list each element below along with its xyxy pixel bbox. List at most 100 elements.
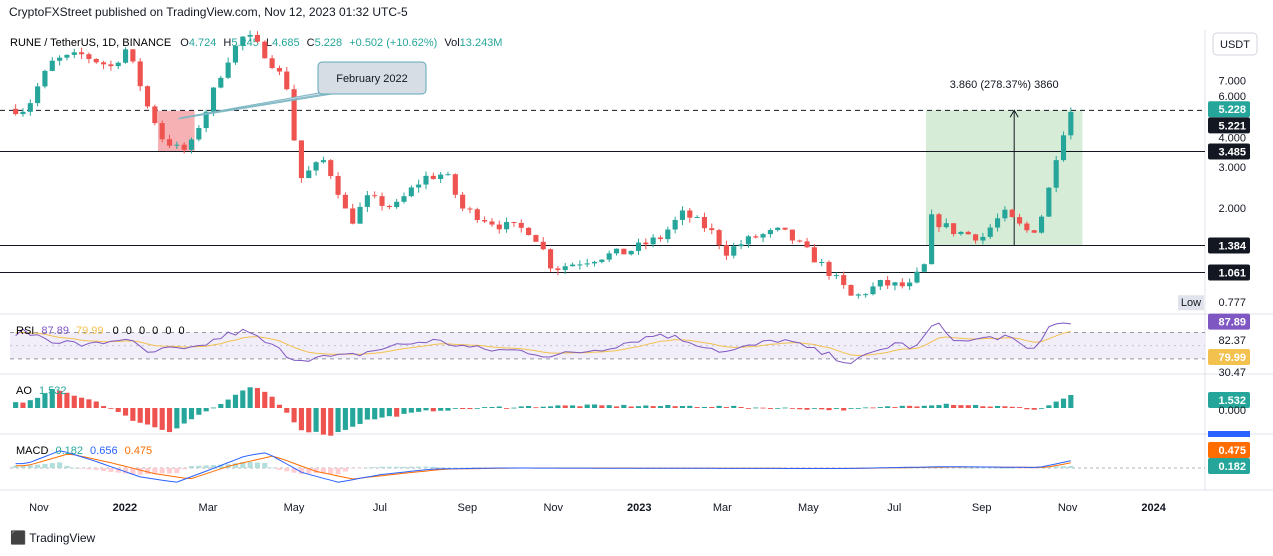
candle-body (298, 140, 304, 179)
time-tick-label: Mar (713, 502, 732, 514)
candle-body (613, 248, 620, 254)
ao-bar (364, 408, 370, 420)
price-candle (445, 171, 451, 176)
time-tick-label: Jul (373, 502, 387, 514)
ao-bar (115, 408, 121, 412)
price-candle (980, 232, 986, 245)
price-candle (628, 250, 634, 256)
macd-hist-bar (1016, 468, 1023, 469)
macd-hist-bar (188, 465, 195, 468)
ao-bar (665, 404, 671, 408)
ao-bar (760, 407, 766, 409)
macd-hist-bar (218, 464, 224, 468)
tradingview-logo-icon: ⬛ (10, 530, 26, 545)
macd-hist-bar (49, 463, 55, 468)
price-candle (921, 263, 927, 273)
macd-hist-bar (313, 468, 319, 473)
candle-body (1060, 135, 1067, 161)
price-candle (731, 242, 737, 259)
macd-hist-bar (247, 461, 253, 468)
macd-hist-bar (232, 463, 239, 468)
price-candle (1016, 213, 1023, 226)
candle-body (416, 184, 422, 188)
price-candle (870, 282, 876, 296)
price-candle (885, 276, 891, 289)
measure-zone[interactable] (925, 110, 1083, 246)
macd-hist-bar (965, 467, 971, 469)
macd-hist-bar (357, 468, 363, 469)
ao-bar (701, 406, 708, 408)
macd-hist-bar (64, 465, 70, 468)
macd-hist-bar (71, 467, 77, 469)
rsi-pane[interactable]: 87.89 79.99 82.37 30.47 (10, 313, 1250, 379)
candle-body (1046, 187, 1052, 217)
time-tick-label: Sep (458, 502, 478, 514)
ao-bar (474, 408, 480, 409)
price-candle (584, 258, 590, 268)
macd-hist-bar (1031, 468, 1037, 469)
ao-bar (416, 408, 422, 412)
price-candle (27, 99, 33, 116)
ao-bar (247, 387, 253, 408)
candle-body (811, 247, 817, 263)
macd-hist-bar (122, 468, 129, 474)
candle-body (643, 242, 649, 245)
ao-bar (320, 408, 326, 435)
ao-bar (797, 408, 803, 410)
level-tag-text: 3.485 (1218, 147, 1246, 159)
price-candle (965, 230, 971, 235)
candle-body (709, 228, 715, 231)
candle-body (372, 195, 378, 197)
ao-bar (973, 404, 979, 408)
rsi-axis-label: 82.37 (1218, 335, 1246, 347)
candle-body (533, 235, 539, 242)
ao-bar (526, 406, 532, 408)
time-tick-label: 2022 (113, 502, 137, 514)
currency-button[interactable]: USDT (1212, 32, 1258, 56)
price-candle (562, 262, 568, 275)
candle-body (27, 103, 33, 112)
ao-bar (298, 408, 304, 431)
candle-body (929, 214, 935, 265)
ao-bar (591, 404, 598, 408)
candle-body (657, 237, 664, 240)
candle-body (760, 234, 766, 238)
price-candle (357, 202, 363, 224)
price-pane[interactable]: 3.860 (278.37%) 3860 February 2022 (0, 30, 1273, 491)
price-candle (899, 278, 905, 289)
level-tag-bg (1208, 264, 1250, 281)
macd-signal-tag-text: 0.475 (1218, 445, 1246, 457)
candle-body (1053, 160, 1059, 188)
price-candle (335, 172, 341, 199)
level-tag-bg (1208, 237, 1250, 254)
candle-body (1009, 209, 1015, 218)
candle-body (628, 250, 634, 255)
price-candle (364, 190, 370, 213)
ao-bar (936, 405, 942, 408)
ao-bar (13, 402, 19, 408)
price-candle (936, 212, 942, 233)
macd-pane[interactable]: 0.475 0.182 (10, 431, 1250, 483)
macd-hist-bar (137, 468, 143, 475)
time-tick-label: Mar (199, 502, 218, 514)
price-candle (196, 125, 202, 142)
candle-body (936, 214, 942, 228)
macd-hist-tag-bg (1208, 458, 1250, 474)
ao-bar (731, 405, 737, 408)
candle-body (49, 60, 55, 71)
candle-body (665, 229, 671, 240)
tradingview-brand[interactable]: ⬛ TradingView (10, 530, 95, 546)
ao-bar (782, 407, 788, 409)
candle-body (144, 86, 151, 107)
macd-hist-bar (27, 465, 33, 468)
annotation-box[interactable] (317, 61, 427, 95)
low-text: Low (1181, 297, 1201, 309)
candle-body (438, 174, 444, 179)
price-candle (819, 259, 825, 267)
ao-bar (907, 405, 913, 408)
price-candle (709, 223, 715, 235)
candle-body (328, 160, 334, 177)
level-tag: 1.061 (1208, 264, 1250, 281)
